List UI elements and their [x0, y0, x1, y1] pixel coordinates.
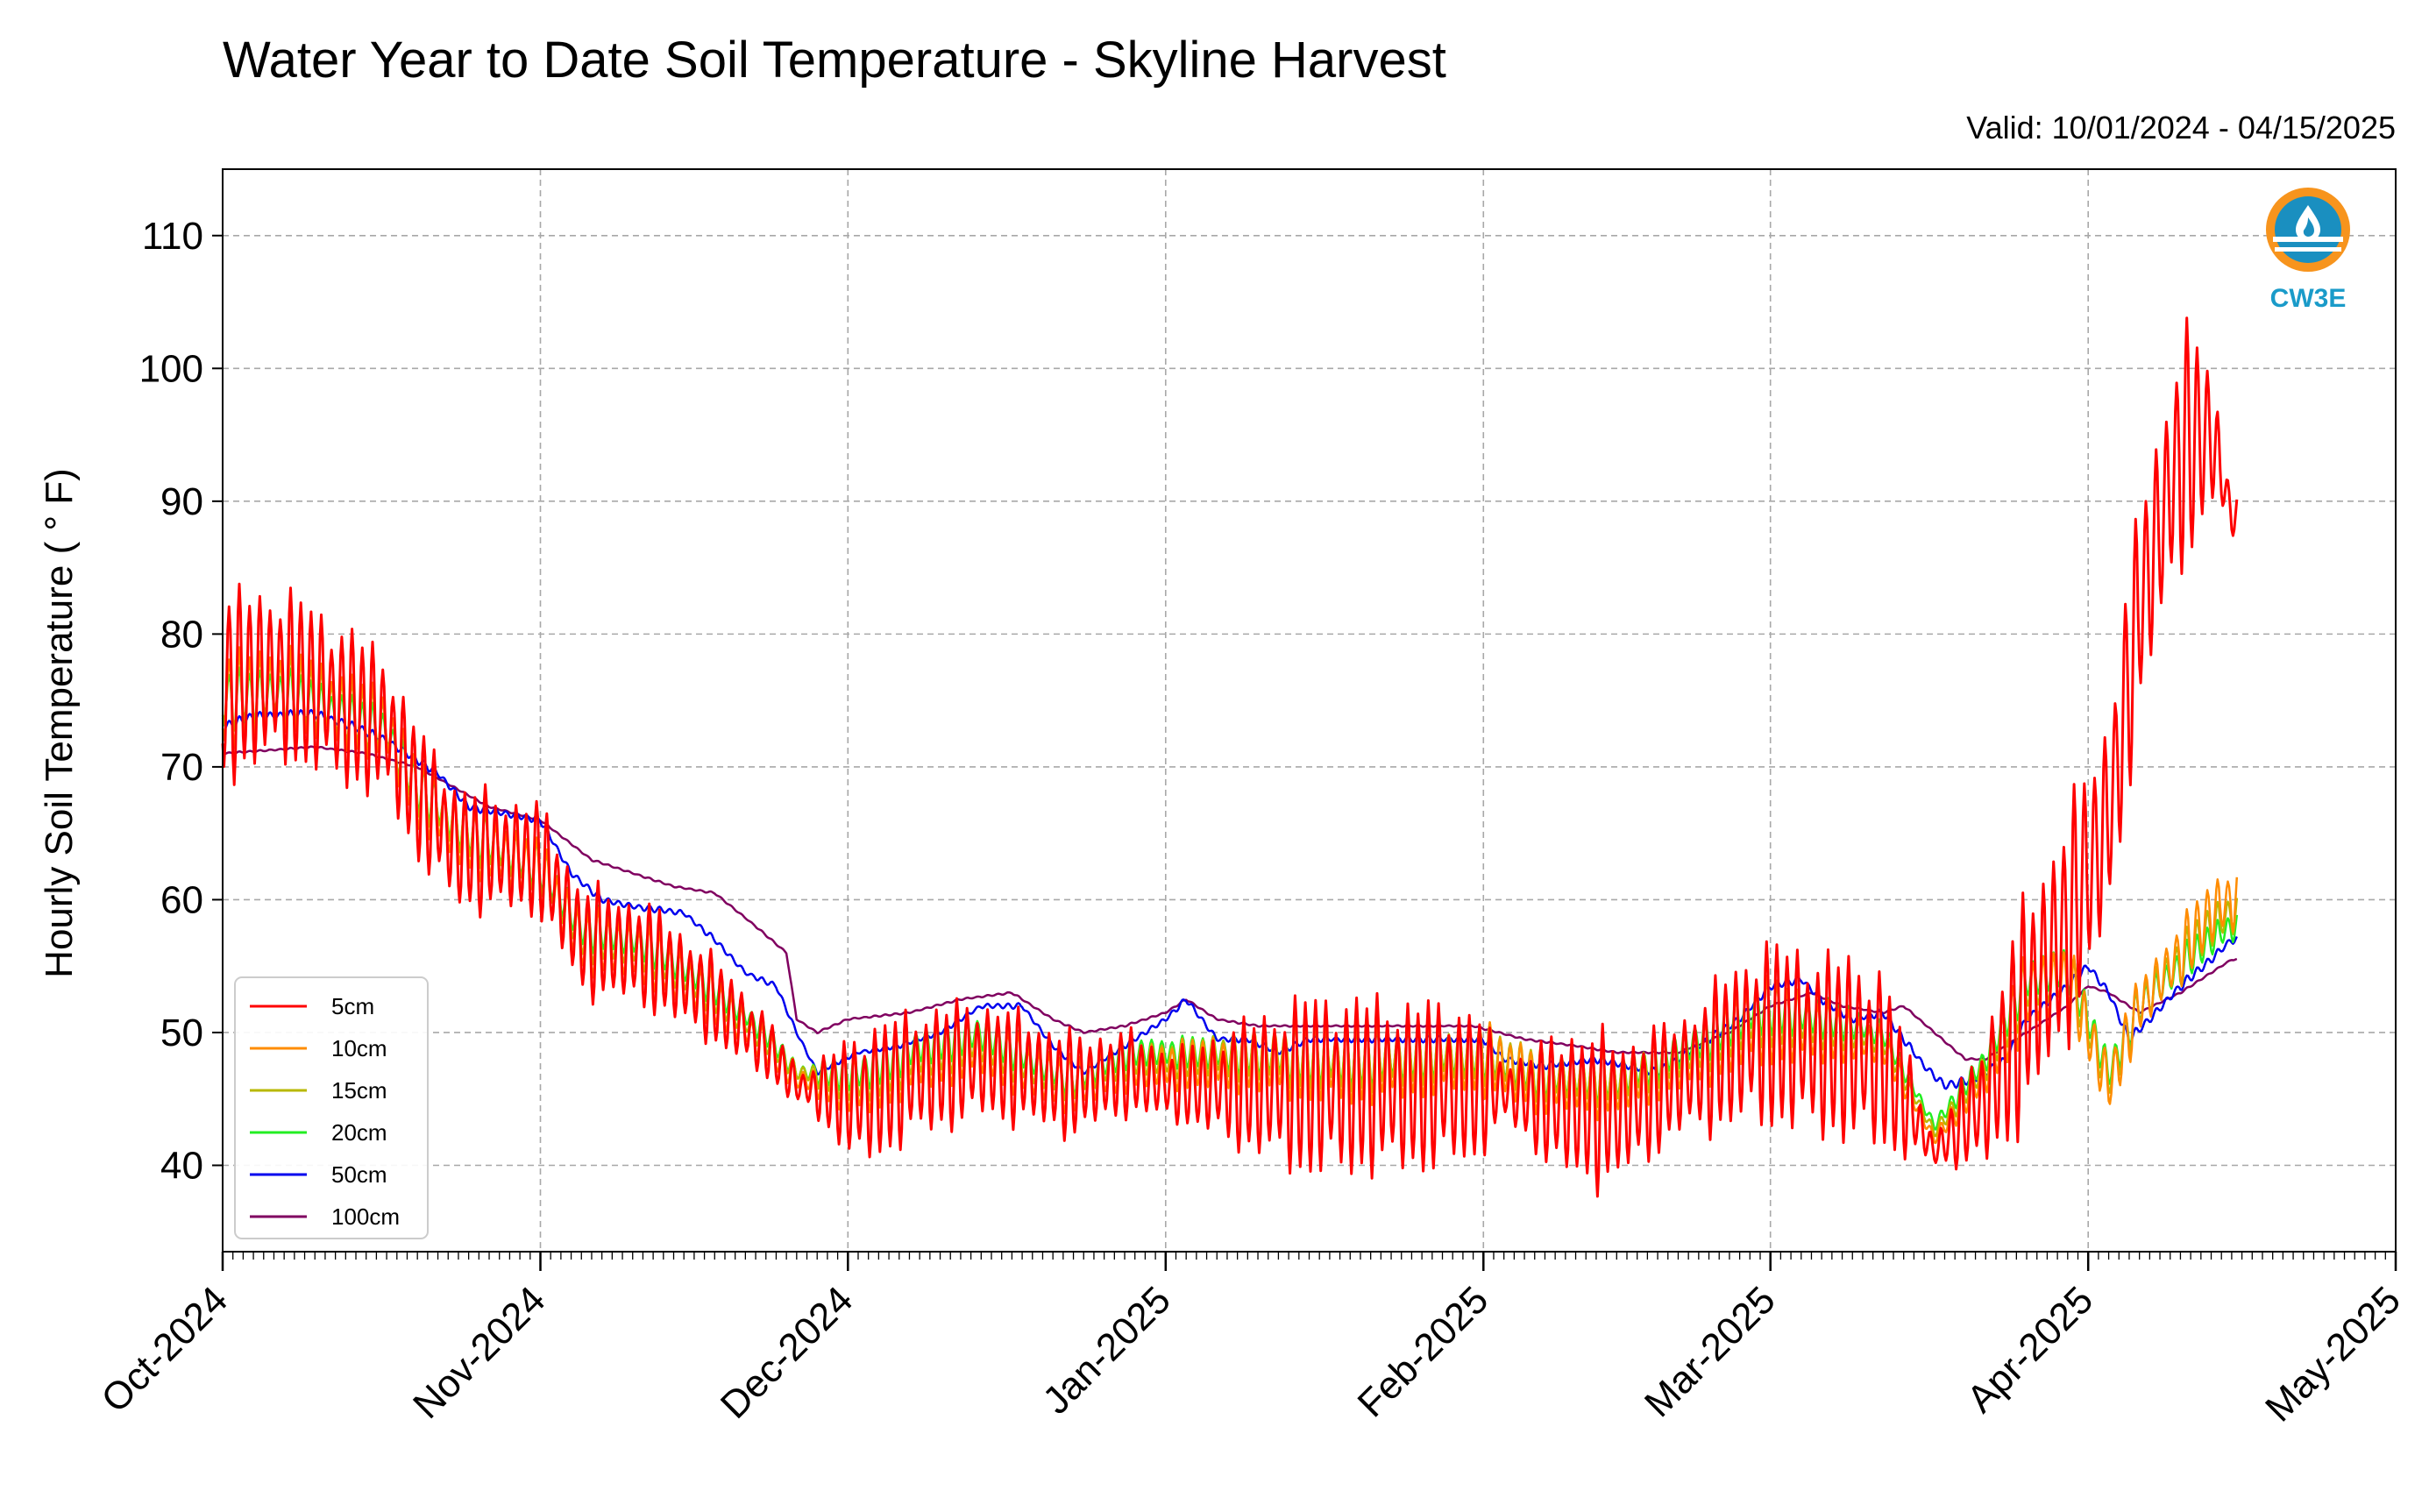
x-tick-label: Nov-2024: [405, 1278, 554, 1427]
x-tick-label: Mar-2025: [1637, 1278, 1784, 1425]
y-tick-label: 50: [160, 1012, 203, 1054]
x-tick-label: Jan-2025: [1034, 1278, 1178, 1422]
y-axis-label: Hourly Soil Temperature ( ° F): [38, 468, 81, 978]
chart-subtitle: Valid: 10/01/2024 - 04/15/2025: [1966, 110, 2396, 146]
series-line-100cm: [222, 745, 2238, 1061]
y-tick-label: 80: [160, 613, 203, 656]
y-tick-label: 100: [139, 347, 203, 390]
y-tick-label: 110: [142, 215, 203, 258]
legend: 5cm 10cm 15cm 20cm 50cm 100cm: [234, 976, 429, 1239]
series-line-5cm: [221, 316, 2239, 1198]
y-tick-label: 70: [160, 746, 203, 789]
flame-icon: [2303, 217, 2314, 237]
chart-title: Water Year to Date Soil Temperature - Sk…: [223, 32, 1446, 89]
legend-label-15cm: 15cm: [331, 1077, 387, 1104]
legend-label-5cm: 5cm: [331, 993, 374, 1019]
series-line-10cm: [221, 644, 2239, 1145]
legend-label-100cm: 100cm: [331, 1203, 400, 1230]
y-tick-label: 60: [160, 878, 203, 921]
legend-label-10cm: 10cm: [331, 1035, 387, 1061]
x-tick-label: Oct-2024: [93, 1278, 236, 1421]
y-tick-label: 90: [160, 480, 203, 523]
x-tick-label: Feb-2025: [1350, 1278, 1497, 1425]
logo-text: CW3E: [2270, 284, 2347, 313]
x-tick-label: Apr-2025: [1959, 1278, 2102, 1421]
logo-wave-band-2: [2275, 247, 2341, 252]
grid-lines: [223, 169, 2396, 1252]
x-tick-label: May-2025: [2257, 1278, 2409, 1430]
cw3e-logo: CW3E: [2266, 188, 2350, 313]
y-tick-label: 40: [160, 1145, 203, 1188]
legend-label-20cm: 20cm: [331, 1119, 387, 1146]
legend-label-50cm: 50cm: [331, 1161, 387, 1188]
series-lines: [221, 316, 2239, 1198]
x-tick-label: Dec-2024: [713, 1278, 862, 1427]
